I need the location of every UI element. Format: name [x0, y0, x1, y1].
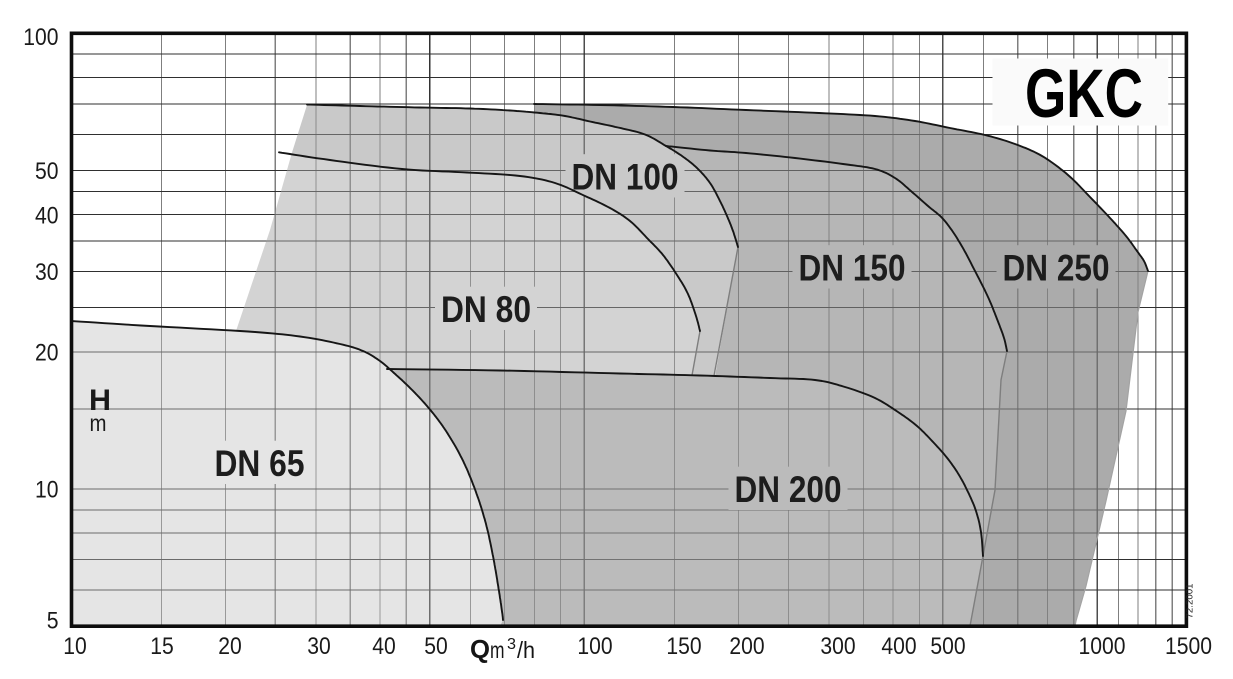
svg-text:Q: Q — [470, 634, 490, 664]
svg-text:400: 400 — [881, 633, 916, 660]
svg-text:10: 10 — [63, 633, 87, 660]
svg-text:m: m — [490, 637, 505, 663]
svg-text:100: 100 — [23, 24, 58, 51]
svg-text:3: 3 — [507, 636, 516, 653]
svg-text:DN 250: DN 250 — [1003, 247, 1110, 289]
svg-text:GKC: GKC — [1025, 55, 1143, 132]
svg-text:20: 20 — [218, 633, 242, 660]
svg-text:40: 40 — [372, 633, 396, 660]
svg-text:200: 200 — [729, 633, 764, 660]
svg-text:50: 50 — [424, 633, 448, 660]
svg-text:15: 15 — [150, 633, 174, 660]
svg-text:/h: /h — [517, 637, 535, 663]
svg-text:DN 150: DN 150 — [799, 247, 906, 289]
svg-text:40: 40 — [35, 202, 59, 229]
svg-text:DN 65: DN 65 — [215, 442, 305, 484]
svg-text:100: 100 — [577, 633, 612, 660]
svg-text:10: 10 — [35, 477, 59, 504]
svg-text:H: H — [89, 384, 111, 417]
svg-text:5: 5 — [47, 608, 59, 635]
svg-text:30: 30 — [35, 259, 59, 286]
svg-text:1500: 1500 — [1165, 633, 1212, 660]
svg-text:50: 50 — [35, 158, 59, 185]
svg-text:1000: 1000 — [1079, 633, 1126, 660]
svg-text:500: 500 — [930, 633, 965, 660]
svg-text:300: 300 — [820, 633, 855, 660]
svg-text:20: 20 — [35, 339, 59, 366]
svg-text:DN 100: DN 100 — [572, 156, 679, 198]
svg-text:30: 30 — [307, 633, 331, 660]
svg-text:m: m — [90, 410, 107, 436]
svg-text:72.2001: 72.2001 — [1185, 584, 1196, 619]
svg-text:150: 150 — [666, 633, 701, 660]
svg-text:DN 200: DN 200 — [735, 468, 842, 510]
svg-text:DN 80: DN 80 — [441, 288, 531, 330]
